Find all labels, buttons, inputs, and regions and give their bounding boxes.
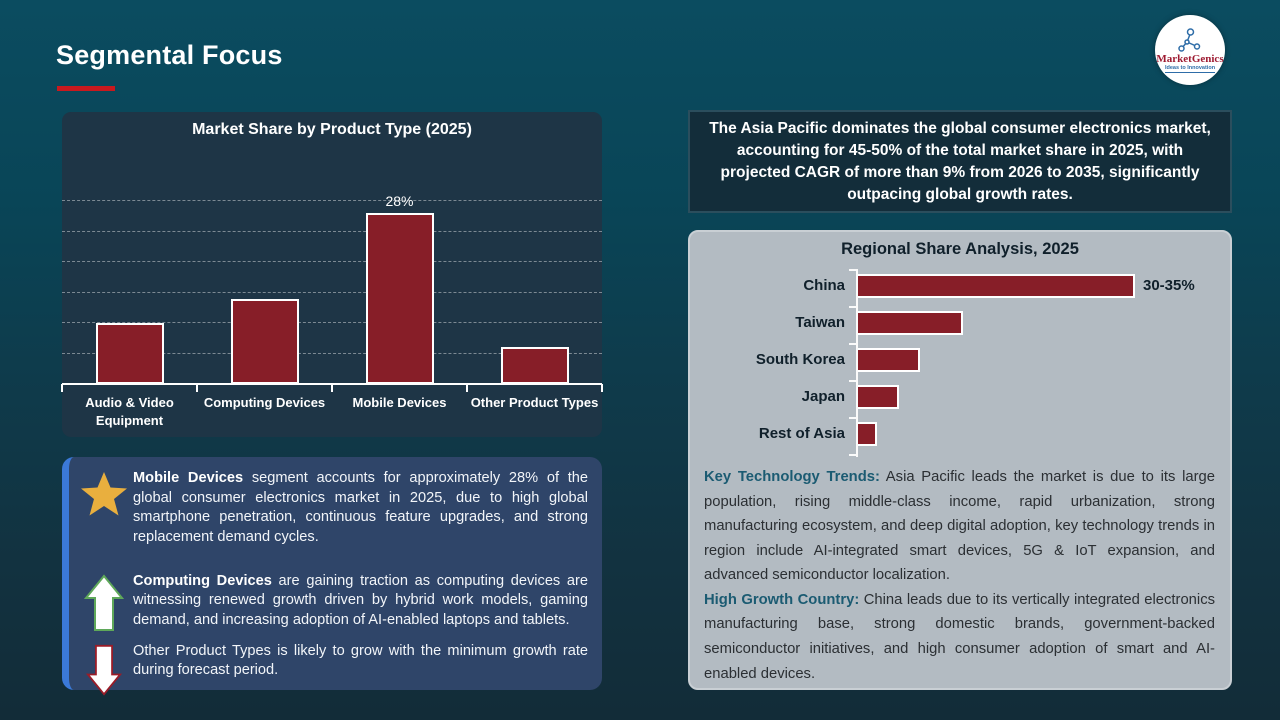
category-label: China	[803, 277, 845, 294]
bar-row-south-korea: South Korea	[690, 341, 1230, 378]
bar-row-rest-of-asia: Rest of Asia	[690, 415, 1230, 452]
x-axis-labels: Audio & Video Equipment Computing Devices…	[61, 384, 603, 437]
page-title: Segmental Focus	[56, 40, 283, 70]
down-arrow-icon	[75, 642, 133, 696]
bar-zone: 30-35%	[856, 267, 1230, 304]
bar	[856, 273, 1135, 298]
bar-row-china: China 30-35%	[690, 267, 1230, 304]
bar-column	[467, 140, 602, 384]
bar-zone	[856, 304, 1230, 341]
gridline-15	[62, 291, 602, 293]
insight-item-computing-devices: Computing Devices are gaining traction a…	[75, 572, 588, 632]
key-technology-trends-paragraph: Key Technology Trends: Asia Pacific lead…	[704, 465, 1215, 588]
bar-row-taiwan: Taiwan	[690, 304, 1230, 341]
gridline-5	[62, 352, 602, 354]
regional-share-panel: Regional Share Analysis, 2025 China 30-35…	[688, 230, 1232, 690]
bar	[856, 384, 899, 409]
molecule-icon	[1178, 27, 1201, 52]
category-label: Japan	[801, 388, 845, 405]
x-axis-tick	[331, 384, 333, 392]
bar-zone	[856, 378, 1230, 415]
bar-value-label: 28%	[385, 193, 414, 210]
bar-value-label: 30-35%	[1143, 277, 1195, 294]
insight-text: Computing Devices are gaining traction a…	[133, 572, 588, 631]
regional-chart-title: Regional Share Analysis, 2025	[841, 240, 1079, 258]
x-axis-label: Mobile Devices	[352, 395, 447, 410]
y-axis-tick	[849, 380, 856, 382]
y-axis-tick	[849, 417, 856, 419]
bar-audio-video-equipment	[95, 323, 164, 384]
x-axis-label: Audio & Video Equipment	[85, 395, 174, 428]
insight-text: Other Product Types is likely to grow wi…	[133, 642, 588, 681]
apac-highlight-text: The Asia Pacific dominates the global co…	[709, 119, 1211, 203]
insight-item-other-product-types: Other Product Types is likely to grow wi…	[75, 642, 588, 696]
high-growth-country-lead: High Growth Country:	[704, 591, 860, 608]
category-label: South Korea	[755, 351, 845, 368]
logo: MarketGenics Ideas to Innovation	[1155, 15, 1225, 85]
x-axis-tick	[196, 384, 198, 392]
star-icon	[75, 469, 133, 517]
y-axis-tick	[849, 269, 856, 271]
insight-item-mobile-devices: Mobile Devices segment accounts for appr…	[75, 469, 588, 548]
bar	[856, 310, 963, 335]
bar-column: 28%	[332, 140, 467, 384]
x-axis-tick	[466, 384, 468, 392]
insight-body: are gaining traction as computing device…	[133, 572, 589, 629]
category-label: Rest of Asia	[758, 425, 845, 442]
key-technology-trends-body: Asia Pacific leads the market is due to …	[704, 469, 1215, 584]
x-axis-label: Computing Devices	[203, 395, 326, 410]
insights-box: Mobile Devices segment accounts for appr…	[62, 457, 602, 696]
y-axis-tick	[849, 454, 856, 456]
product-type-chart-panel: Market Share by Product Type (2025) 28% …	[61, 112, 603, 437]
column-bars: 28%	[62, 140, 602, 384]
bar-mobile-devices	[365, 213, 434, 384]
x-axis-line	[62, 383, 602, 385]
apac-highlight-box: The Asia Pacific dominates the global co…	[688, 110, 1232, 213]
bar-other-product-types	[500, 347, 569, 384]
up-arrow-icon	[75, 572, 133, 632]
insight-lead: Mobile Devices	[133, 470, 244, 486]
bar	[856, 347, 920, 372]
gridline-20	[62, 261, 602, 262]
bar-row-japan: Japan	[690, 378, 1230, 415]
y-axis-tick	[849, 343, 856, 345]
insight-body: Other Product Types is likely to grow wi…	[133, 642, 588, 679]
logo-tagline: Ideas to Innovation	[1164, 64, 1216, 73]
insight-lead: Computing Devices	[133, 572, 272, 589]
column-chart-plot-area: 28%	[62, 140, 602, 385]
bar-zone	[856, 341, 1230, 378]
bar	[856, 421, 877, 446]
regional-analysis-text: Key Technology Trends: Asia Pacific lead…	[690, 459, 1230, 686]
bar-zone	[856, 415, 1230, 452]
gridline-10	[62, 322, 602, 323]
x-axis-tick	[61, 384, 63, 392]
gridline-30	[62, 200, 602, 201]
y-axis-line	[856, 269, 858, 457]
y-axis-tick	[849, 306, 856, 308]
x-axis-tick	[601, 384, 603, 392]
bar-column	[197, 140, 332, 384]
logo-name: MarketGenics	[1156, 52, 1224, 65]
bar-column	[62, 140, 197, 384]
high-growth-country-body: China leads due to its vertically integr…	[704, 591, 1215, 682]
title-accent-bar	[57, 86, 115, 91]
bar-computing-devices	[230, 298, 299, 384]
insight-text: Mobile Devices segment accounts for appr…	[133, 469, 588, 548]
category-label: Taiwan	[795, 314, 845, 331]
regional-bar-chart: China 30-35% Taiwan South Korea Japan Rest of…	[690, 267, 1230, 459]
gridline-25	[62, 230, 602, 232]
key-technology-trends-lead: Key Technology Trends:	[704, 469, 880, 485]
insight-body: segment accounts for approximately 28% o…	[133, 470, 589, 546]
product-chart-title: Market Share by Product Type (2025)	[192, 121, 472, 138]
high-growth-country-paragraph: High Growth Country: China leads due to …	[704, 588, 1215, 686]
x-axis-label: Other Product Types	[470, 395, 599, 410]
